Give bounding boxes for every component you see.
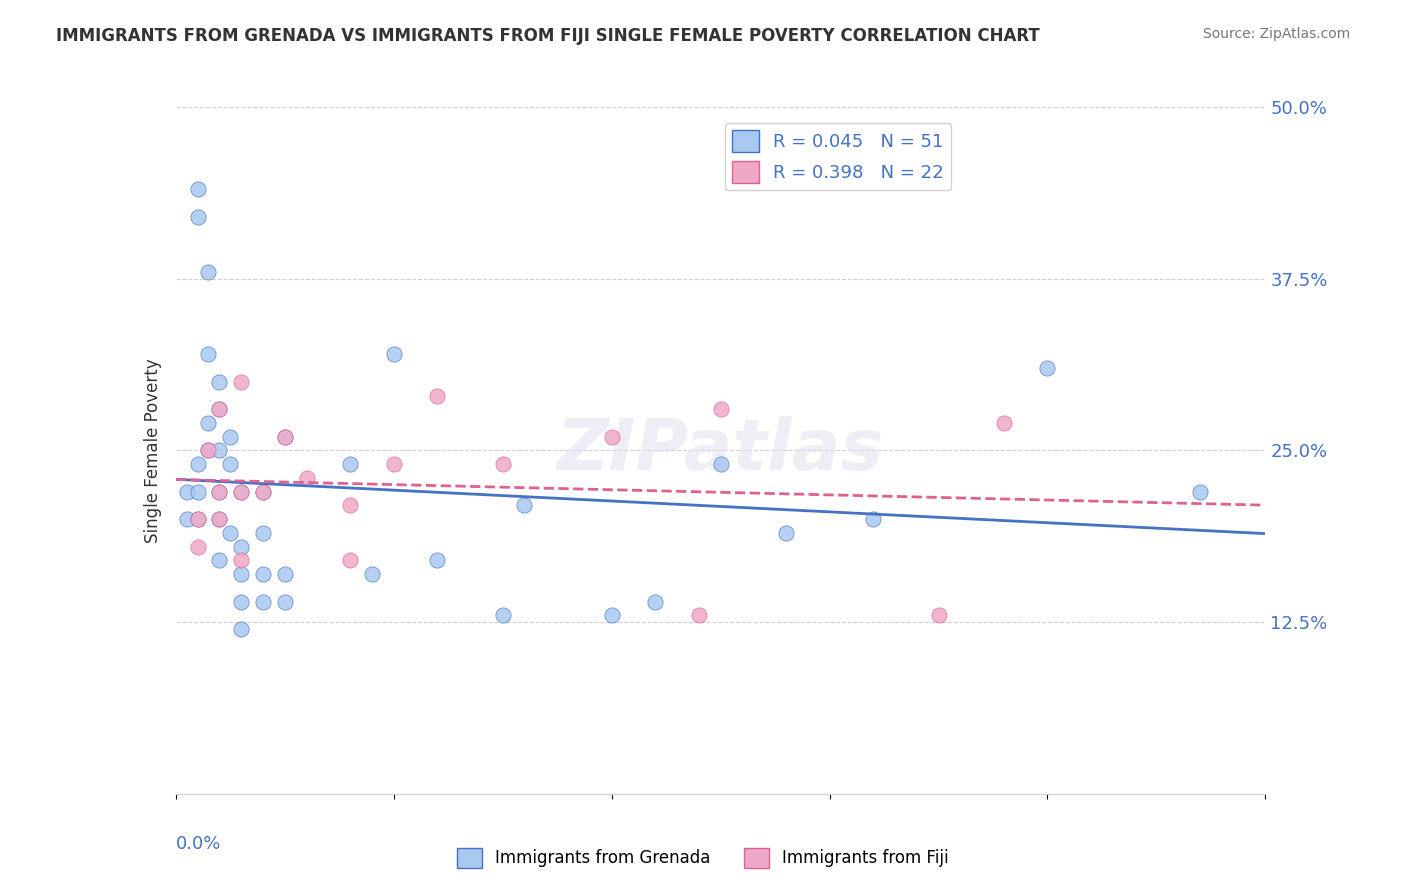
Immigrants from Grenada	[208, 402, 231, 417]
Immigrants from Grenada	[492, 608, 515, 623]
Immigrants from Grenada	[208, 375, 231, 389]
Y-axis label: Single Female Poverty: Single Female Poverty	[143, 359, 162, 542]
Immigrants from Grenada	[197, 416, 219, 430]
Immigrants from Fiji	[600, 430, 623, 444]
Immigrants from Grenada	[219, 525, 242, 540]
Immigrants from Grenada	[600, 608, 623, 623]
Immigrants from Grenada	[186, 182, 209, 196]
Immigrants from Grenada	[231, 567, 253, 582]
Immigrants from Grenada	[208, 443, 231, 458]
Immigrants from Fiji	[339, 553, 361, 567]
Immigrants from Grenada	[219, 457, 242, 471]
Immigrants from Grenada	[644, 594, 666, 608]
Immigrants from Grenada	[197, 347, 219, 361]
Immigrants from Grenada	[382, 347, 405, 361]
Immigrants from Grenada	[274, 430, 297, 444]
Immigrants from Grenada	[208, 484, 231, 499]
Immigrants from Fiji	[231, 484, 253, 499]
Immigrants from Grenada	[274, 567, 297, 582]
Immigrants from Grenada	[252, 525, 274, 540]
Immigrants from Grenada	[252, 567, 274, 582]
Immigrants from Fiji	[688, 608, 710, 623]
Immigrants from Grenada	[862, 512, 884, 526]
Immigrants from Grenada	[231, 594, 253, 608]
Immigrants from Fiji	[197, 443, 219, 458]
Immigrants from Grenada	[231, 540, 253, 554]
Immigrants from Grenada	[252, 594, 274, 608]
Immigrants from Grenada	[339, 457, 361, 471]
Immigrants from Grenada	[186, 457, 209, 471]
Immigrants from Fiji	[231, 553, 253, 567]
Immigrants from Grenada	[231, 484, 253, 499]
Text: ZIPatlas: ZIPatlas	[557, 416, 884, 485]
Immigrants from Fiji	[295, 471, 318, 485]
Immigrants from Fiji	[928, 608, 950, 623]
Immigrants from Grenada	[176, 484, 198, 499]
Immigrants from Grenada	[231, 622, 253, 636]
Immigrants from Fiji	[186, 512, 209, 526]
Immigrants from Fiji	[208, 402, 231, 417]
Immigrants from Grenada	[775, 525, 797, 540]
Legend: Immigrants from Grenada, Immigrants from Fiji: Immigrants from Grenada, Immigrants from…	[450, 841, 956, 875]
Immigrants from Fiji	[231, 375, 253, 389]
Immigrants from Fiji	[492, 457, 515, 471]
Immigrants from Grenada	[219, 430, 242, 444]
Immigrants from Grenada	[513, 499, 536, 513]
Immigrants from Fiji	[382, 457, 405, 471]
Immigrants from Grenada	[710, 457, 733, 471]
Immigrants from Fiji	[208, 512, 231, 526]
Immigrants from Grenada	[186, 210, 209, 224]
Immigrants from Grenada	[208, 553, 231, 567]
Immigrants from Fiji	[252, 484, 274, 499]
Immigrants from Grenada	[274, 594, 297, 608]
Text: 0.0%: 0.0%	[176, 835, 221, 853]
Immigrants from Grenada	[197, 443, 219, 458]
Immigrants from Fiji	[274, 430, 297, 444]
Immigrants from Grenada	[1189, 484, 1212, 499]
Immigrants from Grenada	[197, 265, 219, 279]
Immigrants from Grenada	[426, 553, 449, 567]
Text: IMMIGRANTS FROM GRENADA VS IMMIGRANTS FROM FIJI SINGLE FEMALE POVERTY CORRELATIO: IMMIGRANTS FROM GRENADA VS IMMIGRANTS FR…	[56, 27, 1040, 45]
Immigrants from Fiji	[208, 484, 231, 499]
Immigrants from Grenada	[186, 512, 209, 526]
Immigrants from Grenada	[208, 512, 231, 526]
Immigrants from Grenada	[176, 512, 198, 526]
Text: Source: ZipAtlas.com: Source: ZipAtlas.com	[1202, 27, 1350, 41]
Immigrants from Grenada	[186, 484, 209, 499]
Immigrants from Fiji	[186, 540, 209, 554]
Immigrants from Grenada	[252, 484, 274, 499]
Legend: R = 0.045   N = 51, R = 0.398   N = 22: R = 0.045 N = 51, R = 0.398 N = 22	[724, 123, 952, 191]
Immigrants from Fiji	[993, 416, 1015, 430]
Immigrants from Grenada	[360, 567, 382, 582]
Immigrants from Fiji	[339, 499, 361, 513]
Immigrants from Fiji	[426, 388, 449, 402]
Immigrants from Fiji	[710, 402, 733, 417]
Immigrants from Grenada	[1036, 361, 1059, 376]
